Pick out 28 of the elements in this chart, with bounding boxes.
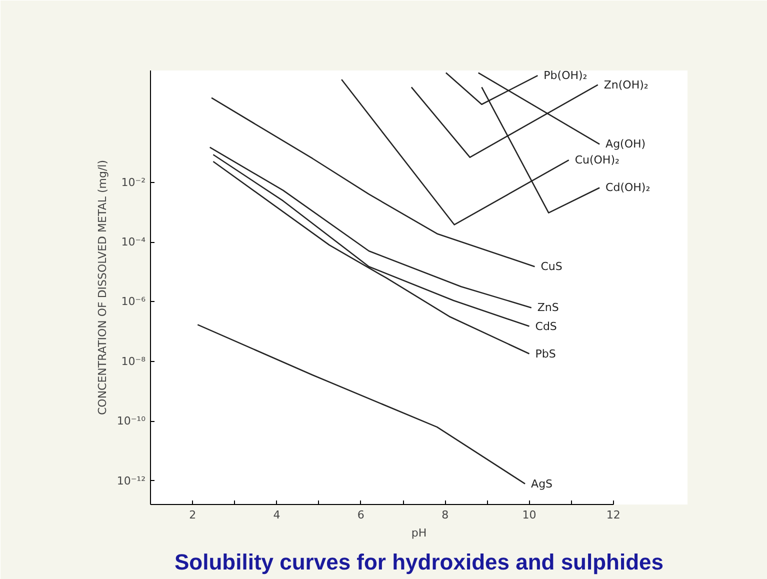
text: Solubility curves for hydroxides and sulphides [174,550,664,574]
series-label: CdS [535,320,557,333]
x-tick-label: 12 [606,508,620,522]
x-tick-label: 10 [522,508,536,522]
series-label: PbS [535,347,556,360]
series-label: Ag(OH) [606,138,646,151]
series-label: CuS [540,260,562,274]
line-series [210,97,536,268]
series-label: Zn(OH)₂ [604,78,648,92]
y-tick-label: 10⁻¹² [116,474,146,488]
y-tick-label: 10⁻⁶ [121,295,146,308]
series-label: Pb(OH)₂ [544,69,588,82]
y-tick-label: 10⁻⁴ [121,236,146,249]
line-series [209,146,532,308]
y-tick-label: 10⁻¹⁰ [116,414,146,428]
series-label: Cd(OH)₂ [606,181,650,194]
x-tick-label: 8 [442,508,449,522]
x-tick-label: 4 [273,508,280,522]
series-label: ZnS [537,301,559,314]
x-tick-label: 6 [357,508,364,522]
x-tick-label: 2 [189,508,196,522]
series-label: AgS [531,477,553,490]
y-tick-label: 10⁻⁸ [121,354,146,368]
y-tick-label: 10⁻² [121,176,146,189]
line-series [196,324,526,484]
series-label: Cu(OH)₂ [574,154,620,167]
y-axis-title: CONCENTRATION OF DISSOLVED METAL (mg/l) [96,160,109,416]
x-axis-title: pH [411,526,427,540]
